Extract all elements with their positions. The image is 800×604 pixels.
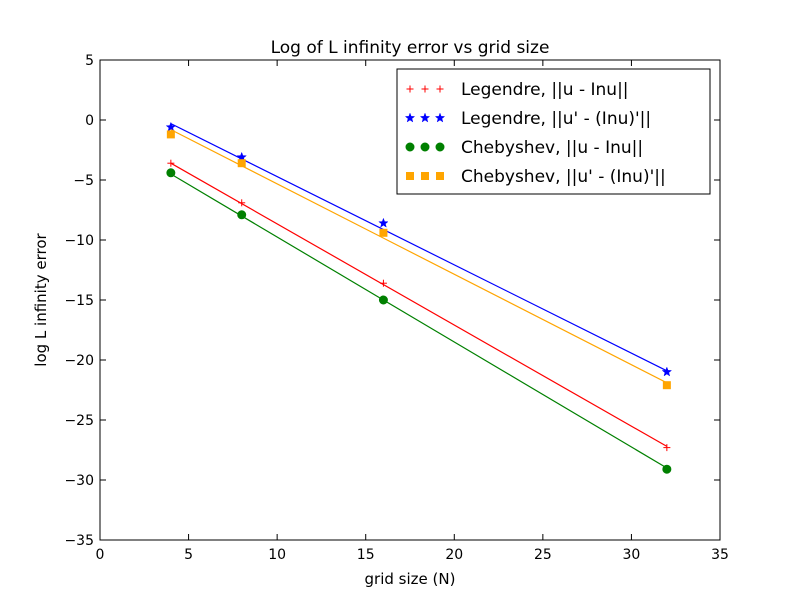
x-tick-label: 35 bbox=[711, 547, 729, 563]
marker-square bbox=[662, 381, 671, 390]
y-tick-label: 5 bbox=[85, 53, 94, 69]
data-point bbox=[378, 295, 388, 305]
marker-circle bbox=[420, 142, 430, 152]
marker-star bbox=[661, 366, 673, 377]
marker-circle bbox=[166, 168, 176, 178]
data-point bbox=[165, 121, 177, 132]
marker-square bbox=[379, 228, 388, 237]
legend-label: Legendre, ||u - Inu|| bbox=[461, 80, 629, 100]
data-point bbox=[166, 130, 175, 139]
marker-circle bbox=[435, 142, 445, 152]
series-fit-line bbox=[170, 162, 668, 447]
marker-circle bbox=[237, 210, 247, 220]
series-fit-line bbox=[170, 129, 668, 384]
x-tick-label: 5 bbox=[184, 547, 193, 563]
legend-marker bbox=[406, 172, 414, 180]
legend-marker bbox=[435, 142, 445, 152]
series-1 bbox=[165, 121, 673, 377]
marker-star bbox=[404, 112, 416, 123]
y-tick-label: 0 bbox=[85, 113, 94, 129]
y-axis-label: log L infinity error bbox=[32, 232, 50, 366]
marker-square bbox=[237, 159, 246, 168]
legend-marker bbox=[436, 172, 444, 180]
series-fit-line bbox=[170, 123, 668, 372]
legend-marker bbox=[436, 85, 444, 93]
x-tick-label: 15 bbox=[357, 547, 375, 563]
legend-item: Legendre, ||u - Inu|| bbox=[406, 80, 629, 100]
marker-circle bbox=[662, 464, 672, 474]
marker-square bbox=[166, 130, 175, 139]
marker-circle bbox=[405, 142, 415, 152]
legend-marker bbox=[419, 112, 431, 123]
legend-marker bbox=[421, 172, 429, 180]
legend: Legendre, ||u - Inu|| Legendre, ||u' - (I… bbox=[396, 68, 711, 195]
y-tick-label: −35 bbox=[64, 533, 94, 549]
legend-label: Chebyshev, ||u' - (Inu)'|| bbox=[461, 167, 666, 187]
data-point bbox=[238, 199, 246, 207]
data-point bbox=[237, 159, 246, 168]
data-point bbox=[237, 210, 247, 220]
series-3 bbox=[166, 129, 671, 390]
y-tick-label: −10 bbox=[64, 233, 94, 249]
legend-marker bbox=[421, 85, 429, 93]
marker-circle bbox=[378, 295, 388, 305]
x-tick-label: 10 bbox=[268, 547, 286, 563]
plot-area: 0 5 10 15 20 25 30 35 5 0 −5 −10 −15 −20 −25 −30 −35 bbox=[64, 53, 728, 563]
y-tick-label: −25 bbox=[64, 413, 94, 429]
x-tick-label: 25 bbox=[534, 547, 552, 563]
y-tick-label: −30 bbox=[64, 473, 94, 489]
data-point bbox=[663, 444, 671, 452]
legend-marker bbox=[404, 112, 416, 123]
data-point bbox=[379, 228, 388, 237]
legend-marker bbox=[420, 142, 430, 152]
y-tick-label: −15 bbox=[64, 293, 94, 309]
x-tick-label: 30 bbox=[623, 547, 641, 563]
legend-label: Legendre, ||u' - (Inu)'|| bbox=[461, 109, 651, 129]
marker-square bbox=[406, 172, 414, 180]
marker-square bbox=[436, 172, 444, 180]
marker-star bbox=[165, 121, 177, 132]
y-tick-label: −5 bbox=[73, 173, 94, 189]
data-point bbox=[378, 217, 389, 228]
legend-marker bbox=[434, 112, 446, 123]
series-0 bbox=[167, 159, 671, 452]
data-point bbox=[662, 381, 671, 390]
data-point bbox=[662, 464, 672, 474]
legend-box bbox=[396, 68, 711, 195]
legend-label: Chebyshev, ||u - Inu|| bbox=[461, 138, 643, 158]
y-tick-label: −20 bbox=[64, 353, 94, 369]
chart-title: Log of L infinity error vs grid size bbox=[271, 38, 550, 58]
series-fit-line bbox=[170, 173, 668, 469]
data-point bbox=[167, 159, 175, 167]
data-point bbox=[379, 279, 387, 287]
series-2 bbox=[166, 168, 672, 474]
data-point bbox=[661, 366, 673, 377]
legend-marker bbox=[405, 142, 415, 152]
legend-item: Chebyshev, ||u' - (Inu)'|| bbox=[406, 167, 666, 187]
x-tick-label: 0 bbox=[96, 547, 105, 563]
legend-item: Legendre, ||u' - (Inu)'|| bbox=[404, 109, 651, 129]
marker-star bbox=[419, 112, 431, 123]
legend-item: Chebyshev, ||u - Inu|| bbox=[405, 138, 643, 158]
marker-square bbox=[421, 172, 429, 180]
x-axis-label: grid size (N) bbox=[365, 570, 456, 588]
x-tick-label: 20 bbox=[445, 547, 463, 563]
marker-star bbox=[378, 217, 389, 228]
legend-marker bbox=[406, 85, 414, 93]
marker-star bbox=[434, 112, 446, 123]
data-point bbox=[166, 168, 176, 178]
